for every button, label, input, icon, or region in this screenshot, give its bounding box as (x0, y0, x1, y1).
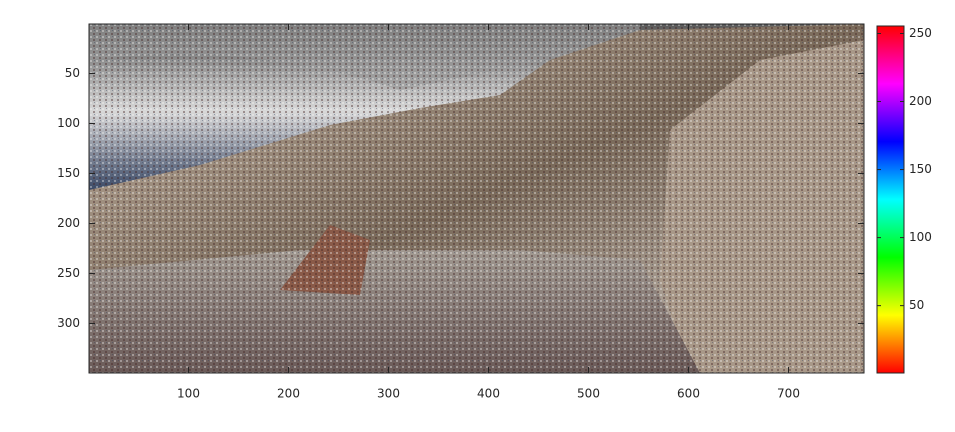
image (89, 24, 864, 373)
x-tick-label: 200 (277, 387, 300, 401)
colorbar-fill (876, 25, 905, 374)
x-tick-label: 400 (477, 387, 500, 401)
axes-box (88, 23, 865, 374)
x-tick-label: 700 (777, 387, 800, 401)
colorbar-tick-label: 200 (909, 94, 932, 108)
y-tick-label: 100 (57, 116, 80, 130)
colorbar-tick-label: 50 (909, 298, 924, 312)
y-tick-label: 300 (57, 316, 80, 330)
x-tick-label: 100 (177, 387, 200, 401)
colorbar: 50 100 150 200 250 (876, 25, 932, 374)
x-tick-label: 500 (577, 387, 600, 401)
x-tick-label: 300 (377, 387, 400, 401)
y-tick-label: 150 (57, 166, 80, 180)
x-tick-label: 600 (677, 387, 700, 401)
colorbar-tick-label: 100 (909, 230, 932, 244)
y-tick-label: 200 (57, 216, 80, 230)
colorbar-tick-label: 150 (909, 162, 932, 176)
y-tick-label: 250 (57, 266, 80, 280)
colorbar-tick-label: 250 (909, 26, 932, 40)
y-tick-label: 50 (65, 66, 80, 80)
